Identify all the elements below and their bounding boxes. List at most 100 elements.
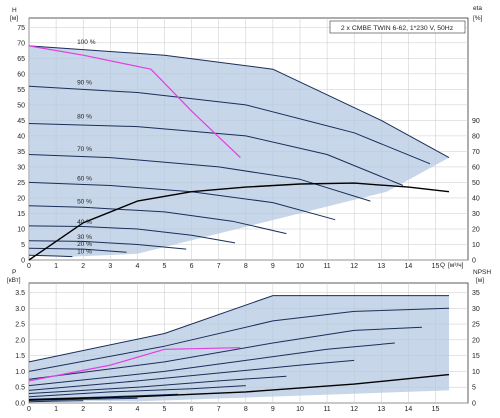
top-y-right-label: eta: [473, 5, 482, 12]
bottom-x-tick-label: 15: [432, 406, 440, 413]
bottom-y-right-tick-label: 30: [472, 306, 480, 313]
top-x-tick-label: 4: [135, 263, 139, 270]
bottom-y-tick-label: 0.0: [15, 401, 25, 408]
top-y-label: H: [12, 7, 17, 14]
top-y-tick-label: 5: [21, 242, 25, 249]
top-x-tick-label: 12: [350, 263, 358, 270]
bottom-x-tick-label: 0: [27, 406, 31, 413]
bottom-x-tick-label: 10: [296, 406, 304, 413]
top-x-tick-label: 14: [404, 263, 412, 270]
bottom-x-tick-label: 12: [350, 406, 358, 413]
top-y-right-tick-label: 20: [472, 226, 480, 233]
bottom-series-40: [28, 385, 246, 398]
speed-label-50: 50 %: [77, 199, 92, 206]
bottom-y-right-label: NPSH: [473, 269, 491, 276]
top-x-tick-label: 0: [27, 263, 31, 270]
bottom-series-80: [28, 326, 422, 380]
bottom-y-tick-label: 1.5: [15, 353, 25, 360]
bottom-series-90: [28, 307, 450, 372]
speed-label-100: 100 %: [77, 39, 96, 46]
top-y-tick-label: 10: [17, 226, 25, 233]
top-tick-labels: 0 1 2 3 4 5 6 7 8 9 10 11 12 13 14 15051015202530354045…: [17, 25, 480, 270]
top-y-tick-label: 35: [17, 149, 25, 156]
bottom-x-tick-label: 13: [377, 406, 385, 413]
top-series-90: [28, 85, 431, 165]
top-y-right-tick-label: 0: [472, 258, 476, 265]
top-y-right-tick-label: 60: [472, 164, 480, 171]
top-y-tick-label: 75: [17, 25, 25, 32]
chart-title-frame: [329, 20, 466, 34]
top-panel: 0 1 2 3 4 5 6 7 8 9 10 11 12 13 14 15051015202530354045…: [17, 18, 480, 270]
bottom-y-tick-label: 2.0: [15, 337, 25, 344]
speed-label-30: 30 %: [77, 234, 92, 241]
bottom-x-tick-label: 6: [190, 406, 194, 413]
top-x-tick-label: 3: [108, 263, 112, 270]
top-x-tick-label: 5: [163, 263, 167, 270]
top-y-right-tick-label: 90: [472, 118, 480, 125]
bottom-y-right-tick-label: 20: [472, 337, 480, 344]
bottom-series-20: [28, 397, 138, 401]
bottom-y-right-tick-label: 0: [472, 401, 476, 408]
bottom-y-right-tick-label: 5: [472, 385, 476, 392]
bottom-series-npsh: [28, 373, 450, 401]
top-series-100: [28, 45, 450, 159]
top-x-tick-label: 11: [323, 263, 330, 270]
bottom-series-100: [28, 295, 449, 363]
top-y-tick-label: 65: [17, 56, 25, 63]
bottom-y-label: P: [12, 269, 16, 276]
top-x-tick-label: 10: [296, 263, 304, 270]
top-y-right-tick-label: 40: [472, 195, 480, 202]
top-y-right-unit: [%]: [473, 15, 483, 22]
top-series-20: [28, 247, 127, 253]
top-y-tick-label: 15: [17, 211, 25, 218]
top-x-tick-label: 2: [81, 263, 85, 270]
bottom-x-tick-label: 3: [108, 406, 112, 413]
bottom-x-tick-label: 14: [404, 406, 412, 413]
bottom-y-tick-label: 3.5: [15, 290, 25, 297]
top-y-tick-label: 50: [17, 102, 25, 109]
bottom-x-tick-label: 8: [244, 406, 248, 413]
bottom-y-tick-label: 2.5: [15, 322, 25, 329]
bottom-y-unit: [кВт]: [7, 277, 21, 284]
bottom-series-70: [28, 342, 395, 387]
bottom-tick-labels: 0 1 2 3 4 5 6 7 8 9 10 11 12 13 14 150.00.51.01.52.02.5…: [15, 290, 480, 413]
speed-label-80: 80 %: [77, 113, 92, 120]
top-x-unit: [м³/ч]: [448, 262, 464, 269]
top-x-tick-label: 1: [54, 263, 58, 270]
top-y-right-tick-label: 50: [472, 180, 480, 187]
bottom-series-10: [28, 400, 84, 403]
top-x-tick-label: 15: [432, 263, 440, 270]
top-series-80: [28, 123, 404, 186]
bottom-x-tick-label: 9: [271, 406, 275, 413]
top-series-eta: [28, 182, 450, 261]
bottom-y-right-tick-label: 15: [472, 353, 480, 360]
bottom-y-right-tick-label: 10: [472, 369, 480, 376]
bottom-y-tick-label: 3.0: [15, 306, 25, 313]
bottom-x-tick-label: 2: [81, 406, 85, 413]
top-y-right-tick-label: 10: [472, 242, 480, 249]
speed-label-20: 20 %: [77, 241, 92, 248]
top-y-tick-label: 20: [17, 195, 25, 202]
top-x-tick-label: 9: [271, 263, 275, 270]
chart-title: 2 x CMBE TWIN 6-62, 1*230 V, 50Hz: [341, 25, 454, 32]
top-y-tick-label: 40: [17, 133, 25, 140]
top-y-tick-label: 0: [21, 258, 25, 265]
top-x-tick-label: 13: [377, 263, 385, 270]
top-y-right-tick-label: 70: [472, 149, 480, 156]
top-series-50: [28, 205, 287, 235]
bottom-x-tick-label: 11: [323, 406, 330, 413]
chart-title-box: 2 x CMBE TWIN 6-62, 1*230 V, 50Hz: [329, 20, 466, 34]
top-y-tick-label: 45: [17, 118, 25, 125]
top-x-tick-label: 8: [244, 263, 248, 270]
top-x-tick-label: 6: [190, 263, 194, 270]
bottom-y-right-unit: [м]: [476, 277, 484, 284]
speed-label-10: 10 %: [77, 248, 92, 255]
top-series-selected: [28, 45, 241, 159]
top-y-tick-label: 55: [17, 87, 25, 94]
bottom-y-tick-label: 0.5: [15, 385, 25, 392]
bottom-series-60: [28, 359, 355, 391]
speed-label-70: 70 %: [77, 146, 92, 153]
bottom-x-tick-label: 5: [163, 406, 167, 413]
